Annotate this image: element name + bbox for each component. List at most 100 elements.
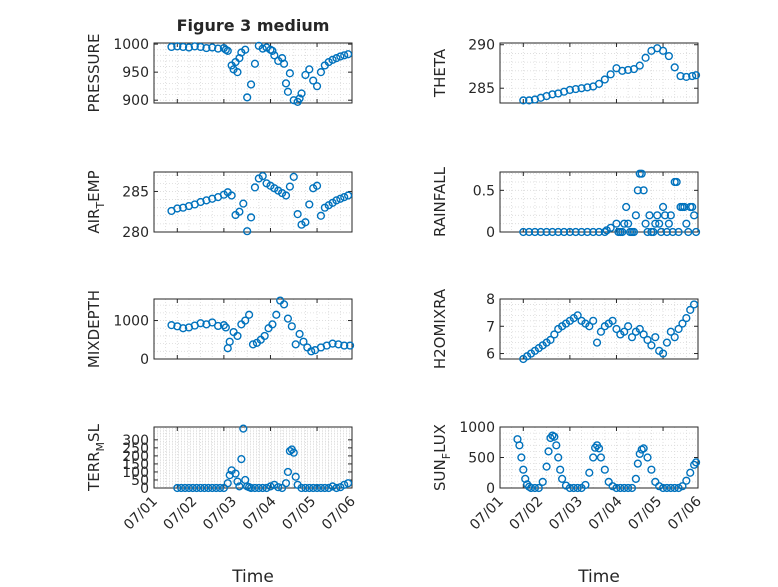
data-point [538, 477, 547, 487]
data-point [301, 483, 310, 493]
data-point [243, 93, 252, 102]
y-tick-label: 1000 [113, 314, 149, 330]
data-point [289, 448, 298, 457]
data-point [534, 483, 543, 493]
data-point [662, 227, 672, 237]
x-tick-label: 07/05 [625, 494, 665, 534]
data-point [670, 483, 679, 493]
data-point [227, 191, 236, 200]
data-point [589, 453, 598, 462]
data-point [647, 341, 656, 350]
x-tick-label: 07/02 [161, 494, 201, 534]
data-point [592, 338, 602, 347]
data-point [678, 319, 687, 328]
data-point [647, 465, 656, 474]
data-point [248, 340, 258, 349]
y-tick-label: 100 [122, 465, 149, 481]
data-point [655, 482, 664, 491]
y-tick-label: 900 [122, 93, 149, 109]
y-tick-label: 0.5 [473, 183, 495, 199]
data-point [691, 71, 701, 80]
data-point [682, 72, 691, 82]
data-point [624, 65, 633, 75]
data-point [612, 219, 621, 228]
data-point [678, 482, 687, 491]
data-point [565, 483, 574, 493]
plot-area [154, 172, 352, 232]
plot-area [154, 43, 352, 103]
data-point [633, 186, 642, 195]
y-axis-label: TERRMSL [85, 423, 107, 492]
data-point [658, 202, 668, 212]
data-point [202, 43, 211, 53]
y-tick-label: 150 [122, 457, 149, 473]
data-point [332, 483, 341, 493]
data-point [594, 79, 604, 88]
data-point [620, 327, 629, 336]
data-point [297, 89, 306, 98]
data-point [550, 330, 559, 339]
data-point [258, 44, 267, 53]
data-point [670, 333, 679, 342]
data-point [672, 177, 681, 187]
data-point [558, 474, 567, 483]
axes-box [153, 42, 353, 104]
data-point [281, 191, 291, 200]
data-point [213, 44, 223, 53]
data-point [691, 458, 701, 467]
y-tick-label: 7 [486, 319, 495, 335]
data-point [196, 42, 205, 52]
data-point [285, 446, 294, 456]
data-point [577, 84, 586, 93]
data-point [589, 227, 598, 237]
data-point [274, 483, 283, 492]
data-point [608, 482, 617, 491]
data-point [612, 483, 621, 493]
data-point [173, 204, 182, 213]
data-point [666, 483, 675, 493]
data-point [184, 43, 194, 52]
data-point [345, 341, 355, 350]
data-point [241, 45, 250, 54]
data-point [577, 227, 586, 237]
data-point [569, 483, 578, 493]
data-point [258, 483, 267, 493]
data-point [624, 322, 633, 331]
data-point [682, 313, 691, 323]
y-tick-label: 200 [122, 449, 149, 465]
data-point [643, 335, 652, 345]
data-point [223, 46, 232, 55]
y-tick-label: 500 [468, 451, 495, 467]
data-point [542, 227, 551, 237]
data-point [237, 455, 246, 464]
y-axis-label: THETA [431, 48, 449, 98]
data-point [544, 447, 553, 456]
data-point [600, 227, 609, 237]
panel-pressure: 900 950 1000 PRESSURE Figure 3 medium [85, 16, 353, 112]
data-point [550, 432, 559, 441]
data-point [190, 42, 199, 51]
data-point [279, 59, 289, 68]
data-point [316, 211, 326, 220]
data-point [585, 468, 594, 477]
data-point [657, 227, 666, 237]
data-point [651, 219, 660, 228]
data-point [243, 227, 252, 236]
y-axis-label: SUNFLUX [431, 424, 453, 491]
data-point [565, 85, 574, 95]
y-tick-label: 50 [131, 473, 149, 489]
data-point [233, 477, 242, 486]
y-tick-label: 250 [122, 441, 149, 457]
data-point [246, 80, 256, 89]
data-point [268, 46, 277, 55]
data-point [287, 322, 296, 331]
data-point [233, 68, 242, 77]
data-point [594, 227, 604, 237]
data-point [641, 53, 650, 62]
data-point [633, 459, 642, 468]
data-point [332, 54, 341, 63]
x-tick-label: 07/02 [507, 494, 547, 534]
data-point [666, 327, 675, 336]
x-tick-label: 07/06 [665, 493, 705, 533]
